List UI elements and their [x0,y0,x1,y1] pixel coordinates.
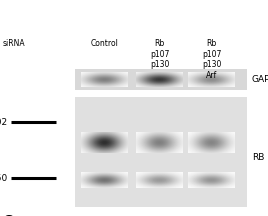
Text: Control: Control [91,39,118,48]
Bar [75,69,247,90]
Text: GAPDH: GAPDH [252,75,268,84]
Text: RB: RB [252,153,264,162]
Text: siRNA: siRNA [3,39,25,48]
Text: 102: 102 [0,118,8,127]
Text: Rb
p107
p130: Rb p107 p130 [150,39,169,69]
Bar [75,97,247,207]
Text: Rb
p107
p130
Arf: Rb p107 p130 Arf [202,39,221,80]
Text: 150: 150 [0,174,8,183]
Text: C: C [3,214,13,216]
